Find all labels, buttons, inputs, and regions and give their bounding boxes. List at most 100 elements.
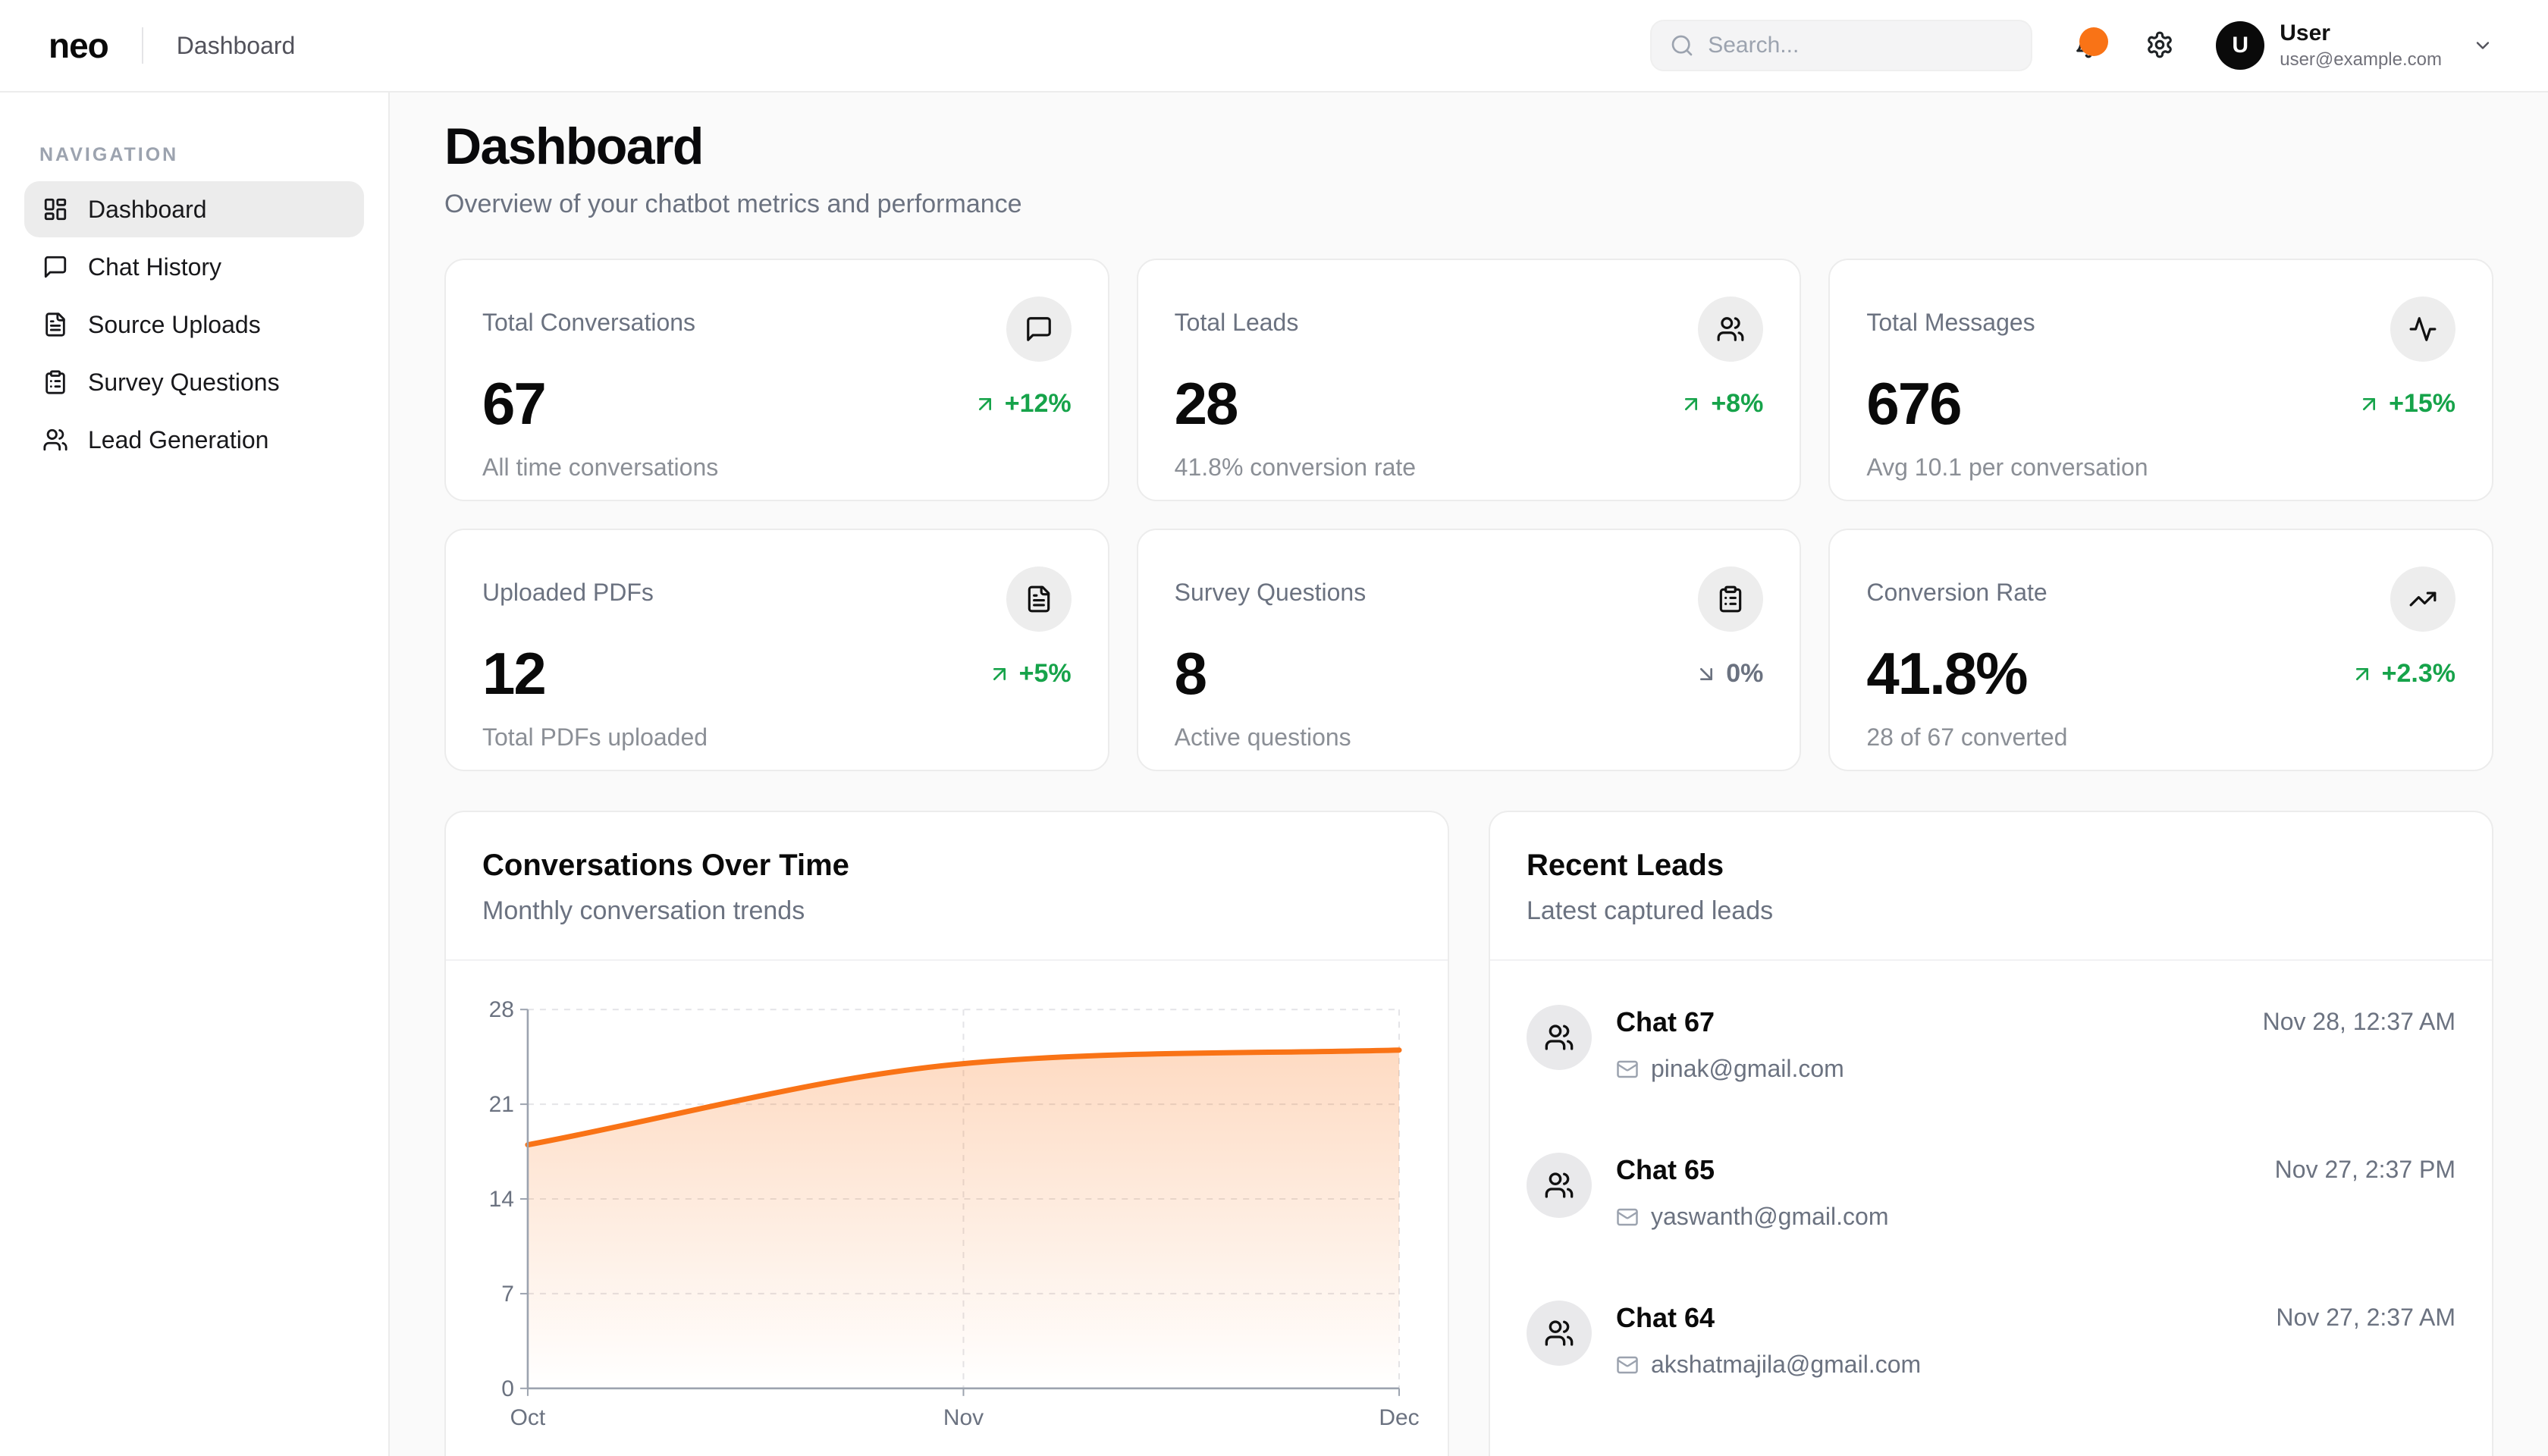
trend-value: 0% bbox=[1726, 659, 1764, 688]
message-square-icon bbox=[42, 254, 68, 280]
trend-value: +15% bbox=[2389, 389, 2455, 418]
stat-icon-circle bbox=[1006, 566, 1072, 632]
lead-item-chat-64[interactable]: Chat 64 akshatmajila@gmail.com Nov 27, 2… bbox=[1527, 1266, 2455, 1414]
avatar[interactable]: U bbox=[2216, 21, 2265, 70]
clipboard-list-icon bbox=[42, 369, 68, 395]
mail-icon bbox=[1616, 1058, 1639, 1081]
stat-subtext: Avg 10.1 per conversation bbox=[1866, 453, 2148, 481]
lead-timestamp: Nov 27, 2:37 AM bbox=[2276, 1304, 2455, 1331]
user-menu[interactable]: U User user@example.com bbox=[2216, 20, 2493, 71]
sidebar-section-label: NAVIGATION bbox=[39, 144, 179, 165]
page-subtitle: Overview of your chatbot metrics and per… bbox=[444, 190, 1022, 218]
user-email: user@example.com bbox=[2280, 49, 2442, 71]
app-logo[interactable]: neo bbox=[49, 26, 109, 65]
trend-badge: 0% bbox=[1694, 659, 1763, 689]
trend-value: +8% bbox=[1711, 389, 1764, 418]
notification-dot bbox=[2079, 27, 2109, 56]
chart-subtitle: Monthly conversation trends bbox=[482, 896, 805, 925]
conversations-area-chart: 0 7 14 21 28 Oct Nov Dec bbox=[489, 997, 1420, 1430]
chart-title: Conversations Over Time bbox=[482, 849, 849, 882]
header-divider bbox=[141, 27, 143, 64]
sidebar-item-chat-history[interactable]: Chat History bbox=[24, 239, 364, 295]
lead-item-chat-67[interactable]: Chat 67 pinak@gmail.com Nov 28, 12:37 AM bbox=[1527, 970, 2455, 1118]
sidebar: NAVIGATION Dashboard Chat History Source… bbox=[0, 93, 390, 1456]
stat-label: Conversion Rate bbox=[1866, 579, 2048, 606]
lead-timestamp: Nov 28, 12:37 AM bbox=[2262, 1008, 2455, 1035]
chevron-down-icon[interactable] bbox=[2472, 35, 2493, 56]
users-icon bbox=[1544, 1318, 1574, 1348]
stat-label: Total Conversations bbox=[482, 309, 696, 336]
lead-email: yaswanth@gmail.com bbox=[1651, 1203, 1889, 1230]
mail-icon bbox=[1616, 1206, 1639, 1228]
search-icon bbox=[1670, 33, 1694, 58]
page-title: Dashboard bbox=[444, 118, 704, 175]
stat-value: 67 bbox=[482, 370, 547, 437]
trend-badge: +15% bbox=[2357, 389, 2455, 419]
stat-card-conversion-rate: Conversion Rate 41.8% +2.3% 28 of 67 con… bbox=[1828, 529, 2493, 771]
stat-subtext: 41.8% conversion rate bbox=[1174, 453, 1417, 481]
sidebar-item-survey-questions[interactable]: Survey Questions bbox=[24, 354, 364, 410]
lead-avatar bbox=[1527, 1153, 1592, 1218]
stats-grid: Total Conversations 67 +12% All time con… bbox=[444, 259, 2493, 771]
arrow-up-right-icon bbox=[987, 662, 1012, 686]
arrow-down-right-icon bbox=[1694, 662, 1718, 686]
sidebar-item-label: Dashboard bbox=[88, 195, 207, 223]
stat-value: 12 bbox=[482, 640, 547, 707]
search-box[interactable] bbox=[1650, 20, 2033, 71]
sidebar-item-source-uploads[interactable]: Source Uploads bbox=[24, 297, 364, 353]
sidebar-item-dashboard[interactable]: Dashboard bbox=[24, 181, 364, 237]
gear-icon bbox=[2145, 30, 2174, 59]
activity-icon bbox=[2408, 315, 2437, 344]
users-icon bbox=[1716, 315, 1745, 344]
stat-card-total-messages: Total Messages 676 +15% Avg 10.1 per con… bbox=[1828, 259, 2493, 501]
stat-icon-circle bbox=[2390, 566, 2455, 632]
lead-item-chat-65[interactable]: Chat 65 yaswanth@gmail.com Nov 27, 2:37 … bbox=[1527, 1118, 2455, 1266]
sidebar-nav: Dashboard Chat History Source Uploads Su… bbox=[24, 181, 364, 468]
arrow-up-right-icon bbox=[2350, 662, 2374, 686]
stat-subtext: Active questions bbox=[1174, 723, 1351, 751]
stat-subtext: 28 of 67 converted bbox=[1866, 723, 2068, 751]
stat-card-survey-questions: Survey Questions 8 0% Active questions bbox=[1136, 529, 1802, 771]
settings-button[interactable] bbox=[2145, 30, 2175, 61]
file-text-icon bbox=[42, 312, 68, 337]
stat-label: Survey Questions bbox=[1174, 579, 1367, 606]
stat-label: Uploaded PDFs bbox=[482, 579, 654, 606]
svg-text:14: 14 bbox=[489, 1187, 514, 1212]
mail-icon bbox=[1616, 1354, 1639, 1376]
lead-name: Chat 65 bbox=[1616, 1154, 1715, 1185]
trending-up-icon bbox=[2408, 585, 2437, 613]
stat-icon-circle bbox=[1698, 566, 1764, 632]
main-content: Dashboard Overview of your chatbot metri… bbox=[390, 93, 2548, 1456]
sidebar-item-label: Lead Generation bbox=[88, 425, 269, 453]
sidebar-item-label: Chat History bbox=[88, 253, 222, 281]
lead-name: Chat 67 bbox=[1616, 1006, 1715, 1037]
breadcrumb: Dashboard bbox=[176, 31, 296, 59]
stat-subtext: Total PDFs uploaded bbox=[482, 723, 708, 751]
stat-icon-circle bbox=[1006, 297, 1072, 362]
trend-badge: +12% bbox=[973, 389, 1072, 419]
lead-timestamp: Nov 27, 2:37 PM bbox=[2274, 1156, 2455, 1183]
trend-badge: +8% bbox=[1679, 389, 1763, 419]
notifications-button[interactable] bbox=[2073, 27, 2109, 61]
search-input[interactable] bbox=[1708, 33, 2013, 58]
recent-leads-card: Recent Leads Latest captured leads Chat … bbox=[1489, 811, 2493, 1456]
lead-name: Chat 64 bbox=[1616, 1302, 1715, 1333]
lead-avatar bbox=[1527, 1301, 1592, 1366]
sidebar-item-lead-generation[interactable]: Lead Generation bbox=[24, 412, 364, 468]
leads-list: Chat 67 pinak@gmail.com Nov 28, 12:37 AM bbox=[1490, 961, 2492, 1450]
leads-subtitle: Latest captured leads bbox=[1527, 896, 1774, 925]
message-square-icon bbox=[1025, 315, 1053, 344]
trend-value: +2.3% bbox=[2381, 659, 2455, 688]
user-name: User bbox=[2280, 20, 2330, 46]
layout-dashboard-icon bbox=[42, 196, 68, 222]
svg-text:21: 21 bbox=[489, 1092, 514, 1117]
stat-icon-circle bbox=[2390, 297, 2455, 362]
lead-email: akshatmajila@gmail.com bbox=[1651, 1351, 1922, 1378]
stat-card-total-conversations: Total Conversations 67 +12% All time con… bbox=[444, 259, 1109, 501]
sidebar-item-label: Survey Questions bbox=[88, 368, 280, 396]
stat-subtext: All time conversations bbox=[482, 453, 719, 481]
users-icon bbox=[1544, 1022, 1574, 1053]
stat-value: 28 bbox=[1174, 370, 1239, 437]
svg-text:7: 7 bbox=[501, 1282, 514, 1307]
file-text-icon bbox=[1025, 585, 1053, 613]
